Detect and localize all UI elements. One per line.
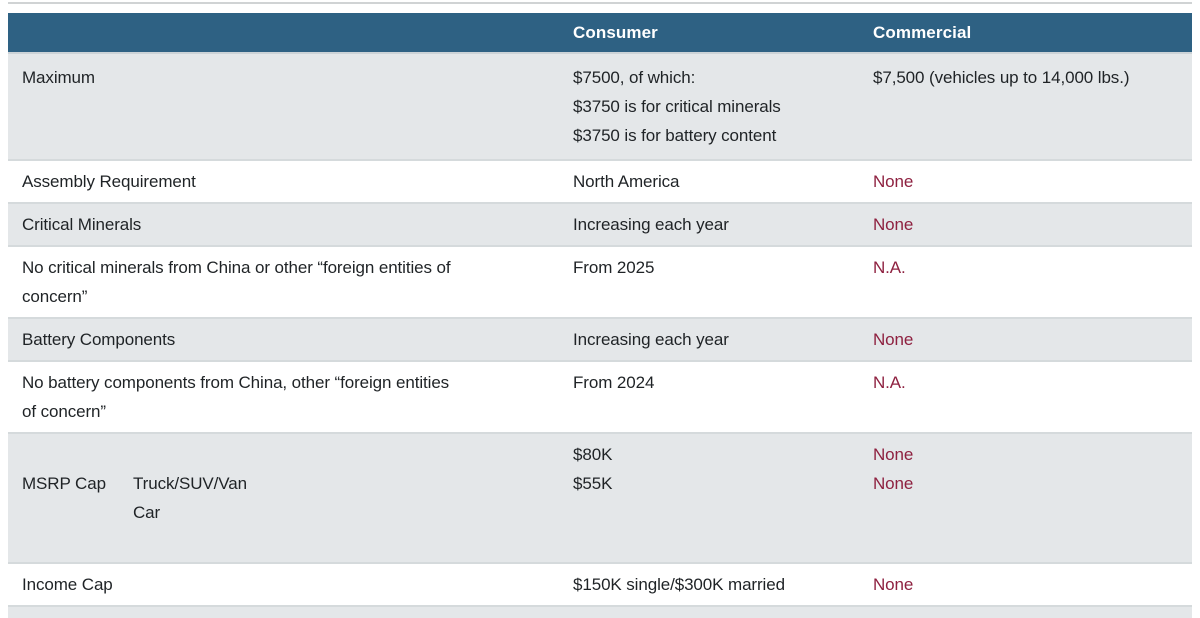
table-row-battery-components: Battery Components Increasing each year …: [8, 318, 1192, 361]
row-label: No critical minerals from China or other…: [8, 246, 559, 318]
table-row-income-cap: Income Cap $150K single/$300K married No…: [8, 563, 1192, 606]
table-row-assembly-requirement: Assembly Requirement North America None: [8, 160, 1192, 203]
row-label: Assembly Requirement: [8, 160, 559, 203]
table-body: Maximum $7500, of which: $3750 is for cr…: [8, 53, 1192, 618]
consumer-value: From 2025: [559, 246, 859, 318]
table-row-maximum: Maximum $7500, of which: $3750 is for cr…: [8, 53, 1192, 160]
table-header: Consumer Commercial: [8, 13, 1192, 53]
commercial-value: None None: [859, 433, 1192, 563]
row-label: Critical Minerals: [8, 203, 559, 246]
commercial-value: $7,500 (vehicles up to 14,000 lbs.): [859, 53, 1192, 160]
header-cell-empty: [8, 13, 559, 53]
commercial-value: N.A.: [859, 246, 1192, 318]
commercial-value: Lesser of 15% cost basis or incremental …: [859, 606, 1192, 618]
consumer-value: $80K $55K: [559, 433, 859, 563]
table-row-no-battery-components-china: No battery components from China, other …: [8, 361, 1192, 433]
consumer-value: $7500, of which: $3750 is for critical m…: [559, 53, 859, 160]
consumer-value: From 2024: [559, 361, 859, 433]
msrp-cap-label-group: MSRP Cap Truck/SUV/Van Car: [22, 469, 545, 527]
consumer-value: Increasing each year: [559, 203, 859, 246]
row-label: Maximum: [8, 53, 559, 160]
msrp-cap-label: MSRP Cap: [22, 474, 106, 493]
msrp-vehicle-types: Truck/SUV/Van Car: [133, 474, 247, 522]
commercial-value: None: [859, 160, 1192, 203]
consumer-value: [559, 606, 859, 618]
row-label: Income Cap: [8, 563, 559, 606]
table-row-critical-minerals: Critical Minerals Increasing each year N…: [8, 203, 1192, 246]
row-label: Battery Components: [8, 318, 559, 361]
consumer-value: North America: [559, 160, 859, 203]
top-rule: [8, 2, 1192, 4]
table-row-msrp-cap: MSRP Cap Truck/SUV/Van Car $80K $55K Non…: [8, 433, 1192, 563]
commercial-value: None: [859, 563, 1192, 606]
row-label: Relative price limits: [8, 606, 559, 618]
ev-tax-credit-comparison-table: Consumer Commercial Maximum $7500, of wh…: [8, 13, 1192, 618]
header-row: Consumer Commercial: [8, 13, 1192, 53]
header-cell-consumer: Consumer: [559, 13, 859, 53]
commercial-value: None: [859, 203, 1192, 246]
consumer-value: Increasing each year: [559, 318, 859, 361]
commercial-value: N.A.: [859, 361, 1192, 433]
commercial-value: None: [859, 318, 1192, 361]
table-row-no-critical-minerals-china: No critical minerals from China or other…: [8, 246, 1192, 318]
header-cell-commercial: Commercial: [859, 13, 1192, 53]
table-row-relative-price-limits: Relative price limits Lesser of 15% cost…: [8, 606, 1192, 618]
row-label: No battery components from China, other …: [8, 361, 559, 433]
row-label: MSRP Cap Truck/SUV/Van Car: [8, 433, 559, 563]
consumer-value: $150K single/$300K married: [559, 563, 859, 606]
